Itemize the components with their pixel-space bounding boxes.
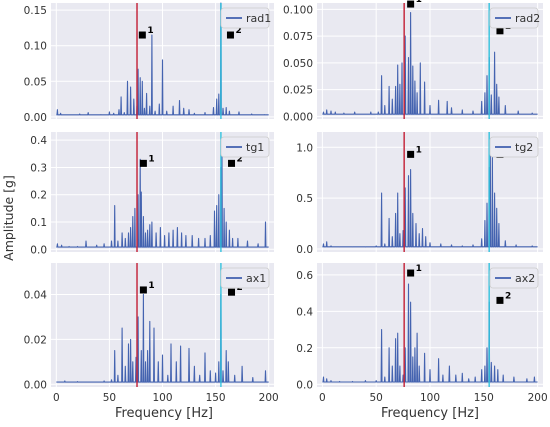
y-tick-label: 0.15 <box>24 5 47 17</box>
marker-label-1: 1 <box>148 154 154 164</box>
y-tick-label: 0.050 <box>283 58 313 70</box>
chart-panel-ax1: 0.000.020.0405010015020012ax1 <box>24 263 279 404</box>
y-tick-label: 0.2 <box>30 190 47 202</box>
y-tick-label: 0.05 <box>24 76 47 88</box>
y-tick-label: 0.00 <box>24 112 47 124</box>
legend-box <box>489 7 539 29</box>
x-tick-label: 50 <box>103 392 116 404</box>
y-axis-label: Amplitude [g] <box>1 175 16 261</box>
y-tick-label: 0.4 <box>296 306 313 318</box>
legend-box <box>220 267 270 289</box>
y-tick-label: 0.0 <box>296 244 313 256</box>
chart-panel-rad1: 0.00 0.05 0.10 0.15 1 2 rad1 <box>24 2 274 124</box>
y-tick-label: 0.6 <box>296 270 313 282</box>
x-tick-label: 200 <box>528 392 548 404</box>
y-tick-label: 0.0 <box>30 244 47 256</box>
marker-label-1: 1 <box>416 0 422 5</box>
marker-square-1 <box>138 31 146 39</box>
marker-square-2 <box>228 159 236 167</box>
legend-label: tg2 <box>515 141 533 154</box>
legend-label: rad1 <box>246 12 271 25</box>
x-axis-label-right: Frequency [Hz] <box>381 406 479 421</box>
y-tick-label: 0.075 <box>283 31 313 43</box>
chart-panel-tg2: 0.00.51.012tg2 <box>296 132 543 256</box>
legend-label: rad2 <box>515 12 540 25</box>
marker-square-2 <box>228 288 236 296</box>
legend-label: tg1 <box>246 141 264 154</box>
marker-label-2: 2 <box>235 26 241 36</box>
y-tick-label: 0.000 <box>283 111 313 123</box>
marker-square-1 <box>407 0 415 8</box>
series-line-ax2 <box>322 283 538 383</box>
chart-panels: 0.000.050.100.151 2rad10.0000.0250.0500.0… <box>24 0 548 404</box>
marker-label-1: 1 <box>416 264 422 274</box>
y-tick-label: 1.0 <box>296 142 313 154</box>
marker-square-2 <box>226 31 234 39</box>
y-tick-label: 0.0 <box>296 379 313 391</box>
x-tick-label: 0 <box>53 392 60 404</box>
series-line-tg2 <box>322 141 538 248</box>
marker-label-2: 2 <box>505 291 511 301</box>
y-tick-label: 0.00 <box>24 379 47 391</box>
marker-label-1: 1 <box>416 145 422 155</box>
marker-label-2: 2 <box>237 154 243 164</box>
legend-label: ax1 <box>246 272 266 285</box>
x-tick-label: 0 <box>319 392 326 404</box>
marker-square-2 <box>496 296 504 304</box>
y-tick-label: 0.5 <box>296 193 313 205</box>
x-axis-label-left: Frequency [Hz] <box>115 406 213 421</box>
x-tick-label: 50 <box>370 392 383 404</box>
marker-label-1: 1 <box>148 281 154 291</box>
x-tick-label: 150 <box>474 392 494 404</box>
legend-label: ax2 <box>515 272 535 285</box>
y-tick-label: 0.3 <box>30 162 47 174</box>
legend-box <box>220 136 270 158</box>
y-tick-label: 0.2 <box>296 343 313 355</box>
y-tick-label: 0.100 <box>283 4 313 16</box>
legend-box <box>489 267 539 289</box>
marker-square-2 <box>496 27 504 35</box>
y-tick-label: 0.4 <box>30 135 47 147</box>
chart-panel-ax2: 0.0 0.2 0.4 0.6 0 50 100 150 200 1 2 ax2 <box>296 263 548 404</box>
legend-box <box>220 7 270 29</box>
x-tick-label: 100 <box>152 392 172 404</box>
series-line-rad2 <box>322 12 538 115</box>
y-tick-label: 0.025 <box>283 85 313 97</box>
series-line-ax1 <box>56 293 269 383</box>
x-tick-label: 200 <box>259 392 279 404</box>
marker-square-1 <box>407 269 415 277</box>
legend-box <box>489 136 539 158</box>
marker-square-1 <box>407 150 415 158</box>
y-tick-label: 0.04 <box>24 289 48 301</box>
marker-square-1 <box>139 286 147 294</box>
marker-label-1: 1 <box>147 26 153 36</box>
marker-square-1 <box>139 159 147 167</box>
y-tick-label: 0.02 <box>24 334 47 346</box>
x-tick-label: 100 <box>420 392 440 404</box>
x-tick-label: 150 <box>206 392 226 404</box>
y-tick-label: 0.10 <box>24 41 47 53</box>
series-line-tg1 <box>56 155 269 248</box>
y-tick-label: 0.1 <box>30 217 47 229</box>
